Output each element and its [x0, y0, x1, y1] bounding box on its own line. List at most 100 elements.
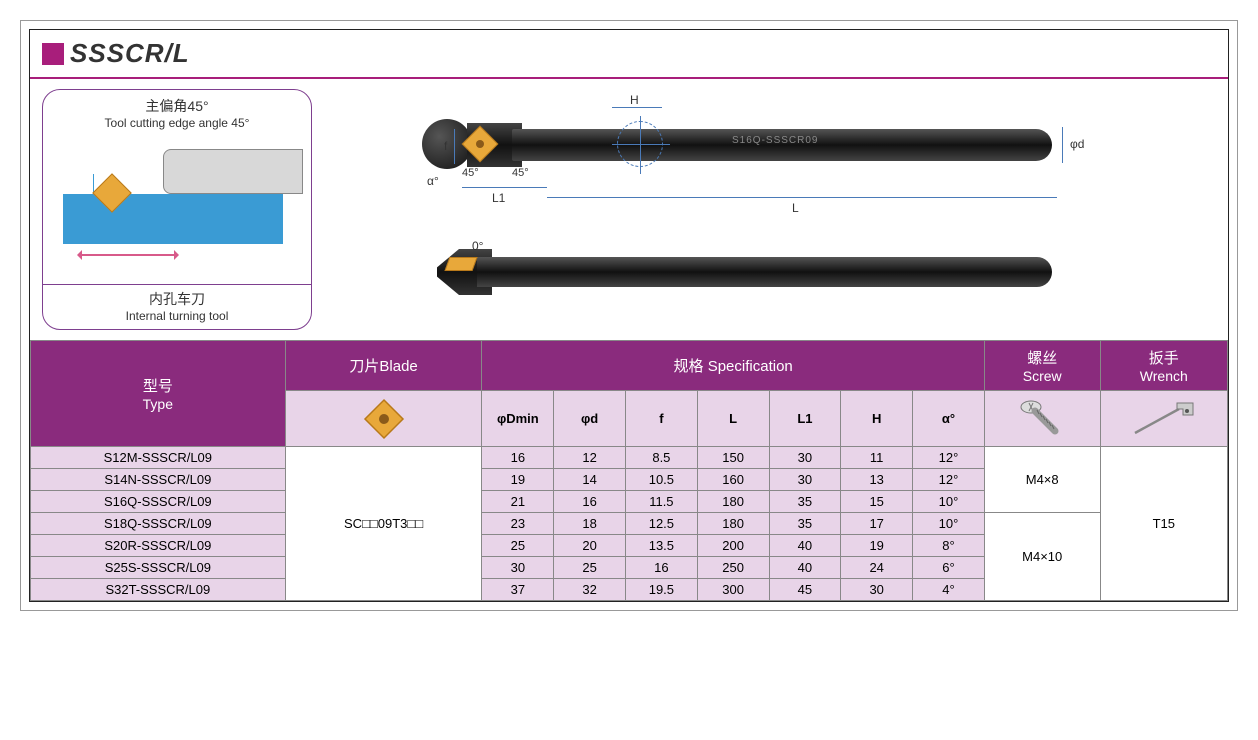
hdr-type-cn: 型号: [35, 375, 281, 396]
cutting-diagram: [43, 134, 311, 284]
spec-value-cell: 12°: [913, 469, 985, 491]
type-cell: S14N-SSSCR/L09: [31, 469, 286, 491]
spec-value-cell: 13: [841, 469, 913, 491]
title-bar: SSSCR/L: [30, 30, 1228, 79]
spec-value-cell: 40: [769, 557, 841, 579]
table-row: S12M-SSSCR/L09SC□□09T3□□16128.5150301112…: [31, 447, 1228, 469]
type-cell: S25S-SSSCR/L09: [31, 557, 286, 579]
screw-value-cell: M4×10: [984, 513, 1100, 601]
spec-value-cell: 6°: [913, 557, 985, 579]
hdr-wrench-cn: 扳手: [1105, 347, 1223, 368]
tool-name-cn: 内孔车刀: [43, 289, 311, 309]
spec-col-header: f: [626, 391, 698, 447]
blade-code-cell: SC□□09T3□□: [285, 447, 482, 601]
content-frame: SSSCR/L 主偏角45° Tool cutting edge angle 4…: [29, 29, 1229, 602]
spec-value-cell: 19: [482, 469, 554, 491]
wrench-value-cell: T15: [1100, 447, 1227, 601]
angle-label-cn: 主偏角45°: [51, 96, 303, 116]
catalog-page: SSSCR/L 主偏角45° Tool cutting edge angle 4…: [20, 20, 1238, 611]
spec-col-header: L: [697, 391, 769, 447]
tool-name-block: 内孔车刀 Internal turning tool: [43, 284, 311, 329]
wrench-image-cell: [1100, 391, 1227, 447]
spec-value-cell: 14: [554, 469, 626, 491]
spec-value-cell: 20: [554, 535, 626, 557]
table-header: 型号 Type 刀片Blade 规格 Specification 螺丝 Scre…: [31, 341, 1228, 447]
spec-value-cell: 8°: [913, 535, 985, 557]
dim-f-line: [454, 129, 455, 164]
spec-value-cell: 150: [697, 447, 769, 469]
spec-value-cell: 18: [554, 513, 626, 535]
hdr-wrench-en: Wrench: [1105, 368, 1223, 384]
spec-table: 型号 Type 刀片Blade 规格 Specification 螺丝 Scre…: [30, 340, 1228, 601]
spec-value-cell: 30: [769, 469, 841, 491]
diagram-area: 主偏角45° Tool cutting edge angle 45° 内孔车刀 …: [30, 79, 1228, 340]
blade-image-cell: [285, 391, 482, 447]
spec-col-header: φDmin: [482, 391, 554, 447]
spec-value-cell: 12°: [913, 447, 985, 469]
spec-value-cell: 11: [841, 447, 913, 469]
angle-label-block: 主偏角45° Tool cutting edge angle 45°: [43, 90, 311, 134]
spec-col-header: α°: [913, 391, 985, 447]
spec-value-cell: 25: [554, 557, 626, 579]
spec-value-cell: 12.5: [626, 513, 698, 535]
spec-value-cell: 40: [769, 535, 841, 557]
dim-h-label: H: [630, 93, 639, 107]
feed-arrow-icon: [78, 254, 178, 256]
spec-value-cell: 25: [482, 535, 554, 557]
top-view-drawing: S16Q-SSSCR09 α° f L1 L H φd 45° 45°: [332, 99, 1208, 209]
spec-value-cell: 12: [554, 447, 626, 469]
hdr-type: 型号 Type: [31, 341, 286, 447]
hdr-spec: 规格 Specification: [482, 341, 984, 391]
dim-h-line: [612, 107, 662, 108]
spec-value-cell: 17: [841, 513, 913, 535]
type-cell: S12M-SSSCR/L09: [31, 447, 286, 469]
insert-side-icon: [444, 257, 477, 271]
hdr-type-en: Type: [35, 396, 281, 412]
spec-value-cell: 300: [697, 579, 769, 601]
spec-value-cell: 37: [482, 579, 554, 601]
hdr-screw: 螺丝 Screw: [984, 341, 1100, 391]
dim-f-label: f: [444, 139, 447, 153]
spec-value-cell: 180: [697, 491, 769, 513]
type-cell: S32T-SSSCR/L09: [31, 579, 286, 601]
spec-value-cell: 10°: [913, 491, 985, 513]
bar-marking: S16Q-SSSCR09: [732, 135, 818, 146]
spec-value-cell: 15: [841, 491, 913, 513]
spec-value-cell: 35: [769, 491, 841, 513]
alpha-label: α°: [427, 174, 439, 188]
spec-value-cell: 16: [482, 447, 554, 469]
spec-value-cell: 32: [554, 579, 626, 601]
spec-value-cell: 4°: [913, 579, 985, 601]
spec-value-cell: 8.5: [626, 447, 698, 469]
screw-icon: [1017, 397, 1067, 441]
spec-value-cell: 35: [769, 513, 841, 535]
blade-insert-icon: [361, 396, 407, 442]
type-cell: S20R-SSSCR/L09: [31, 535, 286, 557]
spec-value-cell: 160: [697, 469, 769, 491]
dim-l1-label: L1: [492, 191, 505, 205]
spec-value-cell: 180: [697, 513, 769, 535]
spec-col-header: H: [841, 391, 913, 447]
spec-value-cell: 30: [841, 579, 913, 601]
angle-label-en: Tool cutting edge angle 45°: [51, 116, 303, 130]
flat-section-icon: [617, 121, 663, 167]
dim-l-label: L: [792, 201, 799, 215]
spec-value-cell: 10.5: [626, 469, 698, 491]
dim-l1-line: [462, 187, 547, 188]
spec-value-cell: 250: [697, 557, 769, 579]
spec-value-cell: 30: [482, 557, 554, 579]
spec-value-cell: 19.5: [626, 579, 698, 601]
hdr-spec-cn: 规格: [674, 358, 704, 375]
title-bullet-icon: [42, 43, 64, 65]
spec-value-cell: 200: [697, 535, 769, 557]
spec-value-cell: 24: [841, 557, 913, 579]
hdr-blade: 刀片Blade: [285, 341, 482, 391]
spec-value-cell: 16: [554, 491, 626, 513]
spec-value-cell: 10°: [913, 513, 985, 535]
zero-angle-label: 0°: [472, 239, 483, 253]
screw-value-cell: M4×8: [984, 447, 1100, 513]
spec-value-cell: 11.5: [626, 491, 698, 513]
spec-col-header: φd: [554, 391, 626, 447]
side-view-drawing: 0°: [332, 239, 1208, 309]
spec-value-cell: 16: [626, 557, 698, 579]
